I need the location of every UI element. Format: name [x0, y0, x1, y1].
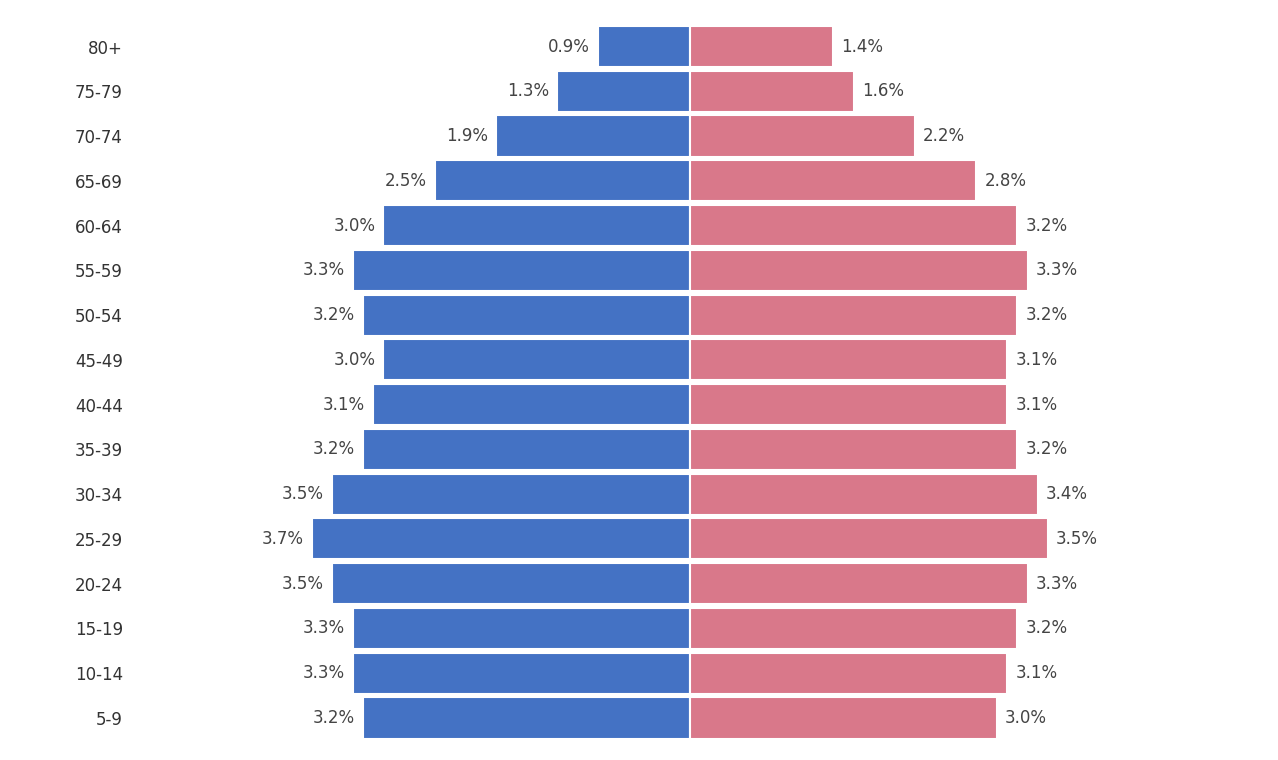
Bar [690, 26, 833, 67]
Text: 3.0%: 3.0% [1005, 709, 1047, 727]
Bar [690, 339, 1007, 381]
Text: 1.6%: 1.6% [861, 82, 904, 100]
Bar [312, 518, 690, 559]
Text: 3.5%: 3.5% [282, 485, 325, 503]
Text: 1.9%: 1.9% [446, 127, 488, 145]
Bar [332, 473, 690, 515]
Bar [690, 384, 1007, 425]
Text: 3.2%: 3.2% [1025, 217, 1067, 235]
Text: 3.2%: 3.2% [1025, 306, 1067, 324]
Text: 2.5%: 2.5% [385, 172, 427, 190]
Text: 3.3%: 3.3% [303, 664, 345, 682]
Text: 3.2%: 3.2% [313, 709, 355, 727]
Bar [690, 563, 1028, 604]
Bar [435, 160, 690, 201]
Text: 3.2%: 3.2% [1025, 619, 1067, 638]
Bar [557, 71, 690, 112]
Text: 3.2%: 3.2% [313, 306, 355, 324]
Bar [690, 160, 976, 201]
Bar [383, 339, 690, 381]
Bar [373, 384, 690, 425]
Text: 3.2%: 3.2% [313, 440, 355, 458]
Bar [690, 205, 1017, 246]
Bar [690, 116, 915, 157]
Bar [353, 653, 690, 694]
Text: 3.1%: 3.1% [1015, 351, 1057, 369]
Text: 1.4%: 1.4% [841, 37, 883, 55]
Bar [690, 295, 1017, 336]
Bar [598, 26, 690, 67]
Text: 3.3%: 3.3% [303, 619, 345, 638]
Text: 3.3%: 3.3% [1035, 575, 1077, 593]
Text: 3.2%: 3.2% [1025, 440, 1067, 458]
Text: 3.0%: 3.0% [334, 217, 376, 235]
Bar [383, 205, 690, 246]
Text: 3.1%: 3.1% [323, 396, 366, 413]
Bar [363, 429, 690, 470]
Text: 2.2%: 2.2% [923, 127, 965, 145]
Text: 3.5%: 3.5% [1056, 530, 1098, 548]
Bar [332, 563, 690, 604]
Text: 3.3%: 3.3% [303, 261, 345, 280]
Text: 0.9%: 0.9% [548, 37, 590, 55]
Bar [363, 295, 690, 336]
Bar [353, 608, 690, 649]
Text: 1.3%: 1.3% [507, 82, 550, 100]
Bar [353, 250, 690, 291]
Text: 3.0%: 3.0% [334, 351, 376, 369]
Bar [690, 429, 1017, 470]
Bar [690, 250, 1028, 291]
Text: 3.3%: 3.3% [1035, 261, 1077, 280]
Text: 3.1%: 3.1% [1015, 396, 1057, 413]
Text: 3.4%: 3.4% [1045, 485, 1088, 503]
Bar [690, 71, 854, 112]
Bar [690, 518, 1048, 559]
Bar [690, 698, 997, 739]
Text: 2.8%: 2.8% [984, 172, 1026, 190]
Bar [690, 653, 1007, 694]
Text: 3.5%: 3.5% [282, 575, 325, 593]
Bar [363, 698, 690, 739]
Text: 3.1%: 3.1% [1015, 664, 1057, 682]
Text: 3.7%: 3.7% [262, 530, 304, 548]
Bar [690, 608, 1017, 649]
Bar [496, 116, 690, 157]
Bar [690, 473, 1038, 515]
